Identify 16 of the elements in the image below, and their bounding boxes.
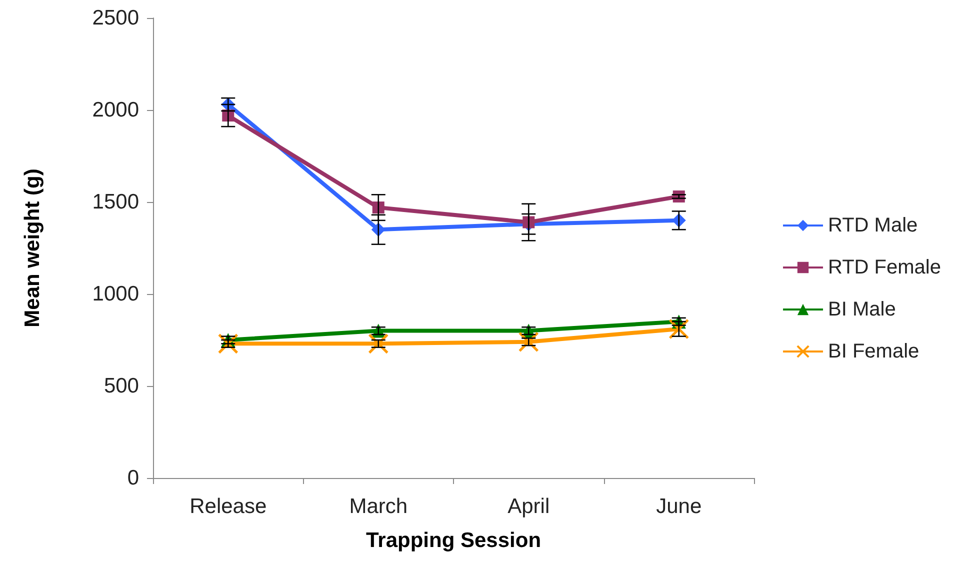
- x-axis-title: Trapping Session: [366, 529, 542, 552]
- y-tick-label: 500: [104, 374, 139, 398]
- x-tick-label: April: [508, 495, 550, 518]
- x-tick-label: Release: [190, 495, 267, 518]
- y-tick-label: 0: [127, 466, 139, 490]
- legend-label: BI Male: [828, 298, 896, 320]
- x-tick-label: June: [656, 495, 702, 518]
- y-tick-label: 2500: [92, 6, 139, 30]
- y-axis-title: Mean weight (g): [21, 168, 44, 328]
- y-tick-label: 2000: [92, 98, 139, 122]
- y-tick-label: 1000: [92, 282, 139, 306]
- legend-label: RTD Male: [828, 214, 918, 236]
- y-tick-label: 1500: [92, 190, 139, 214]
- legend-label: BI Female: [828, 340, 920, 362]
- legend-label: RTD Female: [828, 256, 942, 278]
- x-tick-label: March: [349, 495, 408, 518]
